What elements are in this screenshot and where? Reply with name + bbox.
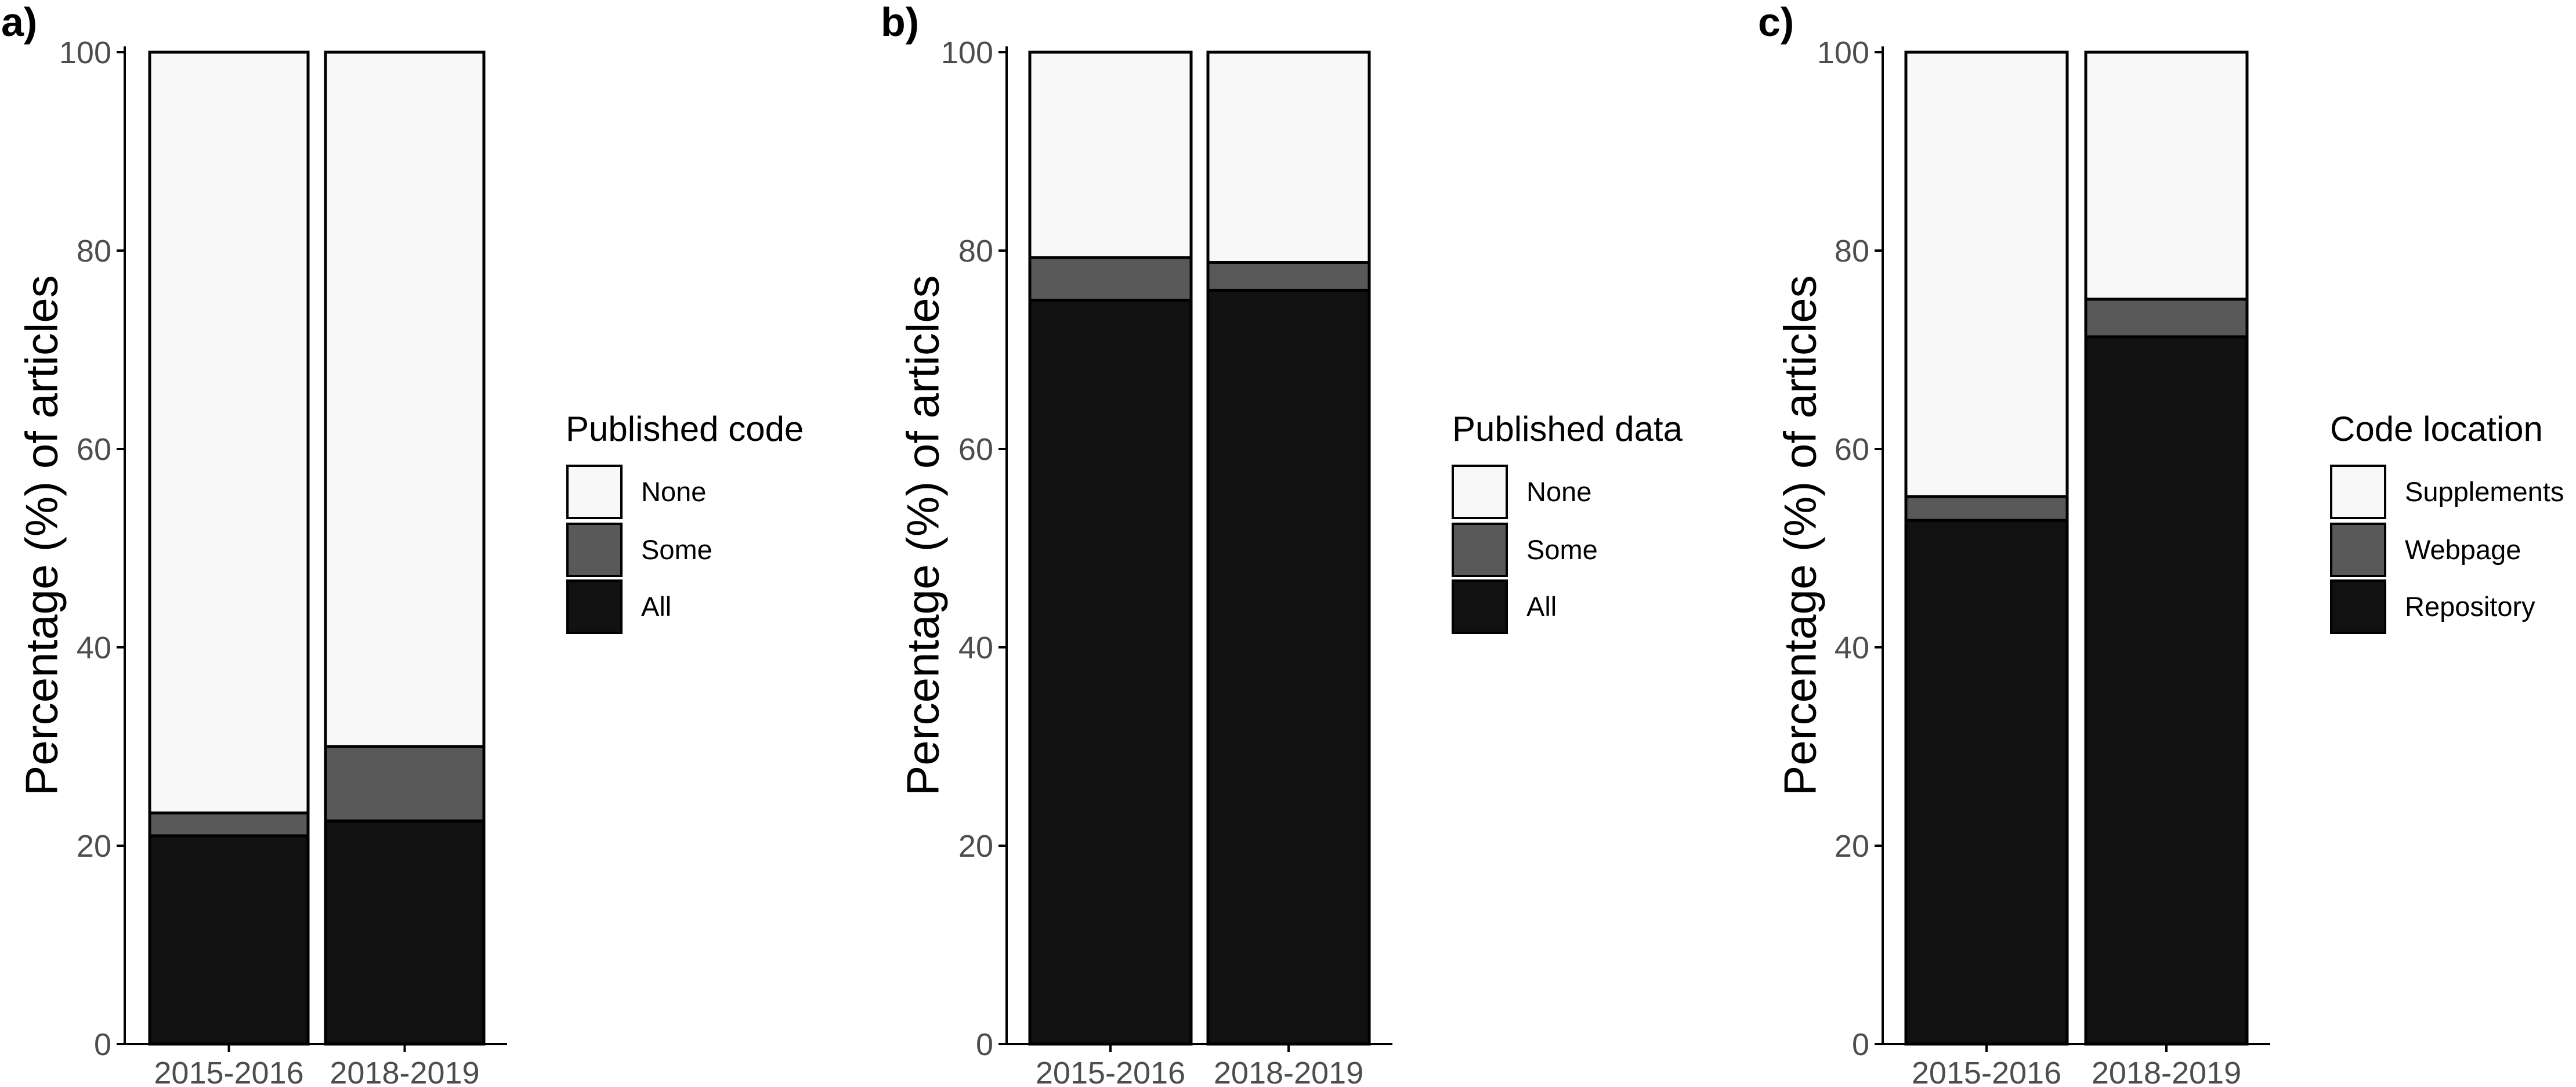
bar-segment-some-2015-2016: [1028, 256, 1193, 302]
legend-label-all: All: [1526, 591, 1557, 622]
legend-label-webpage: Webpage: [2405, 534, 2521, 565]
y-tick-label: 80: [1835, 234, 1869, 269]
x-tick-label: 2018-2019: [2092, 1056, 2241, 1087]
bar-segment-webpage-2015-2016: [1904, 495, 2069, 522]
x-tick-label: 2015-2016: [1912, 1056, 2061, 1087]
y-axis-title: Percentage (%) of articles: [1775, 275, 1826, 795]
panel-label: c): [1758, 0, 1794, 45]
y-tick-label: 40: [77, 631, 111, 665]
y-tick-label: 60: [77, 432, 111, 467]
y-axis-title: Percentage (%) of articles: [898, 275, 949, 795]
legend-title: Code location: [2330, 410, 2543, 448]
panel-label: a): [1, 0, 37, 45]
bar-segment-all-2018-2019: [1206, 288, 1371, 1046]
bar-segment-some-2018-2019: [1206, 261, 1371, 292]
bar-segment-webpage-2018-2019: [2084, 298, 2249, 339]
legend-swatch-none: [1452, 465, 1508, 519]
x-tick-label: 2015-2016: [1036, 1056, 1185, 1087]
y-tick-label: 100: [59, 35, 111, 70]
bar-segment-some-2015-2016: [148, 811, 310, 838]
bar-segment-none-2015-2016: [148, 50, 310, 815]
y-tick-label: 20: [77, 829, 111, 864]
legend-label-none: None: [641, 476, 706, 507]
bar-segment-supplements-2018-2019: [2084, 50, 2249, 301]
legend-title: Published data: [1452, 410, 1683, 448]
y-tick-label: 0: [976, 1027, 993, 1062]
y-tick-label: 0: [94, 1027, 111, 1062]
legend-swatch-all: [566, 579, 623, 634]
bar-segment-some-2018-2019: [324, 745, 486, 823]
x-tick-label: 2018-2019: [330, 1056, 479, 1087]
y-tick-label: 20: [1835, 829, 1869, 864]
bar-segment-none-2018-2019: [324, 50, 486, 748]
legend-label-repository: Repository: [2405, 591, 2535, 622]
bar-segment-repository-2015-2016: [1904, 519, 2069, 1046]
legend-swatch-none: [566, 465, 623, 519]
y-axis-title: Percentage (%) of articles: [16, 275, 67, 795]
legend-swatch-some: [566, 523, 623, 577]
legend-swatch-webpage: [2330, 523, 2386, 577]
bar-segment-none-2015-2016: [1028, 50, 1193, 259]
legend-swatch-some: [1452, 523, 1508, 577]
y-tick-label: 100: [941, 35, 993, 70]
x-tick-label: 2018-2019: [1214, 1056, 1363, 1087]
legend: Code location Supplements Webpage Repositor…: [2330, 410, 2564, 634]
legend: Published code None Some All: [566, 410, 804, 634]
bar-segment-supplements-2015-2016: [1904, 50, 2069, 498]
bar-segment-none-2018-2019: [1206, 50, 1371, 264]
y-tick-label: 20: [958, 829, 993, 864]
bar-segment-repository-2018-2019: [2084, 335, 2249, 1046]
legend-label-some: Some: [1526, 534, 1598, 565]
y-tick-label: 60: [1835, 432, 1869, 467]
legend: Published data None Some All: [1452, 410, 1683, 634]
legend-title: Published code: [566, 410, 804, 448]
legend-label-supplements: Supplements: [2405, 476, 2564, 507]
legend-label-all: All: [641, 591, 671, 622]
legend-swatch-supplements: [2330, 465, 2386, 519]
y-tick-label: 0: [1852, 1027, 1869, 1062]
y-tick-label: 40: [1835, 631, 1869, 665]
y-tick-label: 60: [958, 432, 993, 467]
legend-swatch-all: [1452, 579, 1508, 634]
panel-label: b): [881, 0, 919, 45]
y-tick-label: 80: [77, 234, 111, 269]
bar-segment-all-2015-2016: [148, 834, 310, 1046]
bar-segment-all-2015-2016: [1028, 299, 1193, 1046]
y-tick-label: 80: [958, 234, 993, 269]
y-tick-label: 100: [1817, 35, 1869, 70]
legend-swatch-repository: [2330, 579, 2386, 634]
x-tick-label: 2015-2016: [154, 1056, 303, 1087]
legend-label-none: None: [1526, 476, 1591, 507]
bar-segment-all-2018-2019: [324, 819, 486, 1046]
y-tick-label: 40: [958, 631, 993, 665]
legend-label-some: Some: [641, 534, 712, 565]
